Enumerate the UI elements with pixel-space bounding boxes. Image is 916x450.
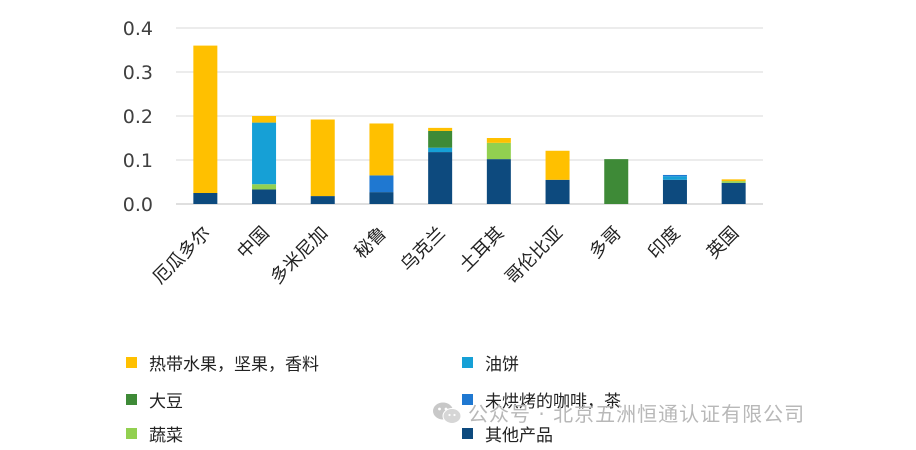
x-tick-label: 多米尼加 xyxy=(267,223,333,289)
legend-label: 热带水果，坚果，香料 xyxy=(149,355,319,375)
y-tick-label: 0.1 xyxy=(123,150,153,172)
bar-segment xyxy=(428,130,453,148)
bar-segment xyxy=(721,182,746,204)
bar-segment xyxy=(193,45,218,193)
legend-item-vegetables: 蔬菜 xyxy=(126,421,183,446)
bar-segment xyxy=(486,142,511,160)
legend-swatch xyxy=(126,394,137,405)
watermark: 公众号 · 北京五洲恒通认证有限公司 xyxy=(432,398,805,427)
bar-segment xyxy=(252,189,277,204)
y-tick-label: 0.4 xyxy=(123,18,153,40)
bar-segment xyxy=(721,181,746,183)
x-tick-label: 印度 xyxy=(644,223,684,263)
bar-segment xyxy=(604,159,629,204)
legend-item-oilcake: 油饼 xyxy=(462,350,519,375)
bar-segment xyxy=(662,176,687,180)
bar-segment xyxy=(369,192,394,204)
legend-label: 大豆 xyxy=(149,392,183,412)
x-tick-label: 秘鲁 xyxy=(351,223,391,263)
bar-segment xyxy=(193,193,218,204)
bar-segment xyxy=(369,123,394,176)
bar-segment xyxy=(662,179,687,204)
x-tick-label: 厄瓜多尔 xyxy=(149,223,215,289)
legend-swatch xyxy=(462,428,473,439)
x-tick-label: 哥伦比亚 xyxy=(501,223,567,289)
bar-segment xyxy=(252,184,277,190)
x-tick-label: 乌克兰 xyxy=(397,223,450,276)
bar-segment xyxy=(310,196,335,204)
legend-swatch xyxy=(462,357,473,368)
bar-segment xyxy=(369,175,394,193)
legend-label: 蔬菜 xyxy=(149,426,183,446)
y-tick-label: 0.2 xyxy=(123,106,153,128)
x-tick-label: 多哥 xyxy=(585,223,625,263)
legend-swatch xyxy=(126,428,137,439)
x-tick-label: 英国 xyxy=(703,223,743,263)
y-tick-label: 0.0 xyxy=(123,194,153,216)
y-tick-label: 0.3 xyxy=(123,62,153,84)
x-tick-label: 中国 xyxy=(233,223,273,263)
bar-segment xyxy=(721,179,746,182)
legend-swatch xyxy=(126,357,137,368)
bar-segment xyxy=(252,122,277,185)
bar-segment xyxy=(662,174,687,177)
legend-item-tropical-fruits: 热带水果，坚果，香料 xyxy=(126,350,319,375)
bar-segment xyxy=(252,116,277,123)
x-tick-label: 土耳其 xyxy=(455,223,508,276)
bar-segment xyxy=(486,159,511,204)
wechat-icon xyxy=(433,402,462,424)
watermark-text: 公众号 · 北京五洲恒通认证有限公司 xyxy=(468,402,806,426)
bar-segment xyxy=(428,152,453,204)
bar-segment xyxy=(545,150,570,180)
legend-item-soybean: 大豆 xyxy=(126,387,183,412)
legend-label: 油饼 xyxy=(485,355,519,375)
bar-segment xyxy=(428,127,453,131)
bar-segment xyxy=(428,147,453,153)
bar-segment xyxy=(545,179,570,204)
bar-segment xyxy=(486,138,511,143)
bar-segment xyxy=(310,119,335,197)
stacked-bar-chart: 0.0 0.1 0.2 0.3 0.4 厄瓜多尔 中国多米尼加 秘鲁 乌克兰 土耳其哥伦比亚 多哥印… xyxy=(123,18,763,289)
